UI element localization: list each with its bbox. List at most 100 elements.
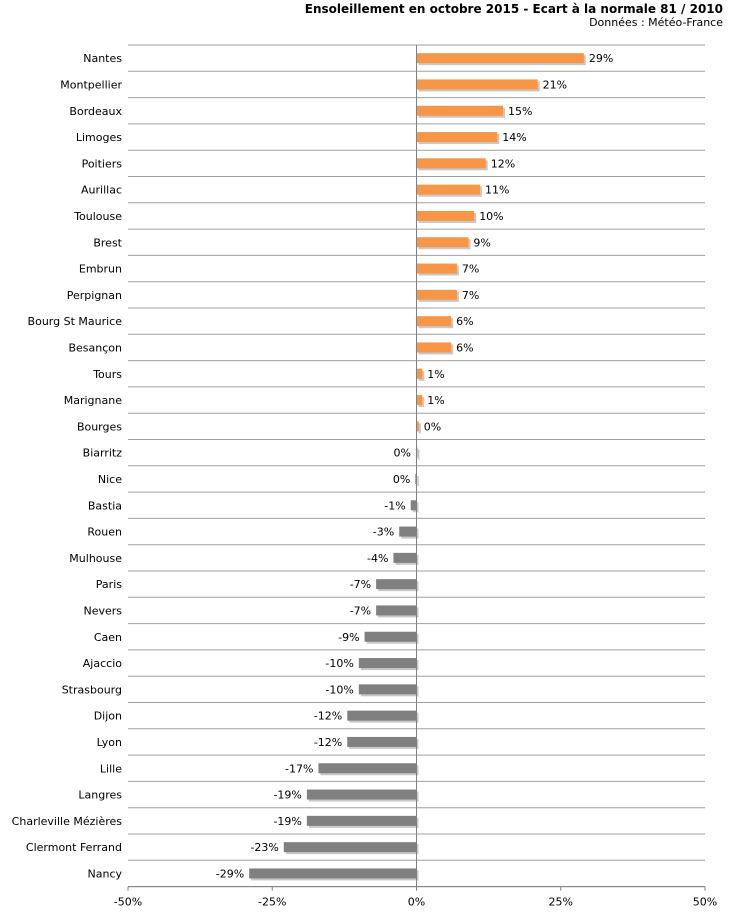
value-label: -12% xyxy=(314,736,342,749)
bar-shadow xyxy=(418,423,421,434)
category-label: Perpignan xyxy=(67,289,122,302)
value-label: 29% xyxy=(589,52,613,65)
bar xyxy=(249,868,417,879)
category-label: Lille xyxy=(100,762,122,775)
bar xyxy=(416,132,498,143)
category-label: Bordeaux xyxy=(69,105,122,118)
value-label: 6% xyxy=(456,341,473,354)
value-label: 21% xyxy=(543,78,567,91)
bar xyxy=(393,552,417,563)
value-label: 7% xyxy=(462,289,479,302)
value-label: 11% xyxy=(485,184,509,197)
value-label: 1% xyxy=(427,394,444,407)
bar xyxy=(416,395,423,406)
category-label: Marignane xyxy=(64,394,122,407)
category-label: Lyon xyxy=(97,736,122,749)
category-label: Poitiers xyxy=(82,157,123,170)
bar xyxy=(416,368,423,379)
value-label: 0% xyxy=(424,420,441,433)
bar xyxy=(416,421,419,432)
value-label: -7% xyxy=(350,604,371,617)
value-label: -29% xyxy=(216,867,244,880)
bar xyxy=(416,184,480,195)
value-label: -3% xyxy=(373,526,394,539)
bar xyxy=(364,631,417,642)
category-label: Bourg St Maurice xyxy=(28,315,123,328)
bar xyxy=(416,210,475,221)
bar xyxy=(410,500,417,511)
bar xyxy=(416,237,469,248)
category-label: Besançon xyxy=(68,341,122,354)
category-label: Embrun xyxy=(79,263,122,276)
x-tick-label: -25% xyxy=(258,896,286,909)
category-label: Tours xyxy=(92,368,122,381)
category-label: Toulouse xyxy=(73,210,122,223)
category-label: Langres xyxy=(78,789,122,802)
category-label: Nice xyxy=(98,473,122,486)
value-label: -9% xyxy=(338,631,359,644)
bar xyxy=(306,789,417,800)
value-label: 15% xyxy=(508,105,532,118)
bar xyxy=(399,526,417,537)
category-label: Aurillac xyxy=(81,184,122,197)
value-label: -17% xyxy=(285,762,313,775)
category-label: Nevers xyxy=(83,604,122,617)
x-tick-label: 25% xyxy=(549,896,573,909)
x-tick-label: 0% xyxy=(408,896,425,909)
category-label: Mulhouse xyxy=(69,552,122,565)
category-label: Dijon xyxy=(94,710,122,723)
value-label: -19% xyxy=(273,815,301,828)
value-label: -23% xyxy=(250,841,278,854)
category-label: Clermont Ferrand xyxy=(26,841,122,854)
value-label: 14% xyxy=(502,131,526,144)
bar xyxy=(283,842,417,853)
category-label: Caen xyxy=(94,631,122,644)
bar xyxy=(416,289,457,300)
value-label: 9% xyxy=(473,236,490,249)
bar xyxy=(416,263,457,274)
bar-shadow xyxy=(417,475,419,486)
category-label: Bastia xyxy=(88,499,122,512)
value-label: 10% xyxy=(479,210,503,223)
category-label: Nantes xyxy=(83,52,122,65)
value-label: -10% xyxy=(325,683,353,696)
category-label: Brest xyxy=(93,236,122,249)
value-label: 0% xyxy=(393,473,410,486)
bar xyxy=(318,763,417,774)
value-label: 1% xyxy=(427,368,444,381)
bar xyxy=(376,605,417,616)
category-label: Bourges xyxy=(77,420,122,433)
category-label: Ajaccio xyxy=(83,657,122,670)
category-label: Rouen xyxy=(87,526,122,539)
bar xyxy=(416,316,452,327)
bar xyxy=(416,342,452,353)
value-label: -7% xyxy=(350,578,371,591)
bar xyxy=(416,79,538,90)
category-label: Limoges xyxy=(76,131,122,144)
value-label: -10% xyxy=(325,657,353,670)
category-label: Strasbourg xyxy=(62,683,122,696)
bar xyxy=(416,158,486,169)
bar xyxy=(306,815,417,826)
bars xyxy=(249,53,586,881)
value-label: -12% xyxy=(314,710,342,723)
bar xyxy=(358,684,417,695)
bar xyxy=(358,658,417,669)
value-label: 6% xyxy=(456,315,473,328)
category-label: Charleville Mézières xyxy=(12,815,123,828)
bar xyxy=(376,579,417,590)
chart-title: Ensoleillement en octobre 2015 - Ecart à… xyxy=(304,2,723,16)
bar xyxy=(416,105,504,116)
value-label: -1% xyxy=(384,499,405,512)
value-label: -4% xyxy=(367,552,388,565)
x-axis: -50% -25% 0% 25% 50% xyxy=(114,45,717,909)
category-label: Biarritz xyxy=(83,447,123,460)
category-label: Nancy xyxy=(88,867,123,880)
bar xyxy=(347,710,417,721)
value-label: -19% xyxy=(273,789,301,802)
category-label: Montpellier xyxy=(60,78,122,91)
x-tick-label: 50% xyxy=(693,896,717,909)
bar xyxy=(416,53,584,64)
bar xyxy=(347,736,417,747)
